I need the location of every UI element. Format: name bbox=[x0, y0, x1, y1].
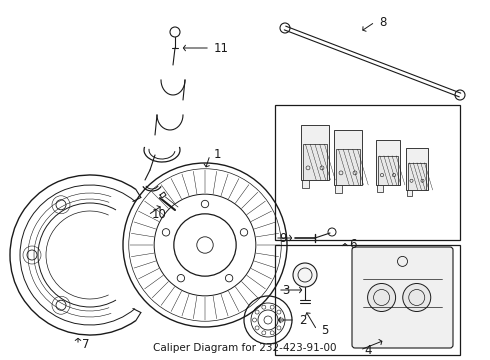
Bar bbox=[376, 140, 400, 185]
Text: 11: 11 bbox=[214, 41, 229, 54]
Polygon shape bbox=[160, 192, 166, 198]
Circle shape bbox=[293, 263, 317, 287]
Bar bbox=[377, 185, 383, 192]
Bar bbox=[302, 180, 309, 188]
Bar bbox=[275, 245, 460, 355]
Bar bbox=[301, 125, 329, 180]
Text: 2: 2 bbox=[299, 314, 307, 327]
Circle shape bbox=[368, 284, 395, 311]
Text: 10: 10 bbox=[152, 208, 167, 221]
Text: Caliper Diagram for 232-423-91-00: Caliper Diagram for 232-423-91-00 bbox=[153, 343, 337, 353]
Bar bbox=[406, 148, 428, 190]
Bar bbox=[334, 130, 362, 185]
Bar bbox=[408, 163, 426, 190]
Text: 8: 8 bbox=[379, 15, 387, 28]
Bar bbox=[275, 105, 460, 240]
Text: 1: 1 bbox=[214, 148, 221, 162]
Bar bbox=[335, 185, 342, 193]
Text: 4: 4 bbox=[364, 343, 371, 356]
Text: 5: 5 bbox=[321, 324, 328, 337]
Circle shape bbox=[403, 284, 431, 311]
Bar bbox=[407, 190, 412, 196]
Text: 3: 3 bbox=[282, 284, 290, 297]
Text: 7: 7 bbox=[82, 338, 90, 351]
Bar bbox=[378, 156, 398, 185]
Text: 6: 6 bbox=[349, 238, 357, 252]
Text: 9: 9 bbox=[279, 231, 287, 244]
FancyBboxPatch shape bbox=[352, 247, 453, 348]
Bar bbox=[303, 144, 327, 180]
Bar bbox=[336, 149, 360, 185]
